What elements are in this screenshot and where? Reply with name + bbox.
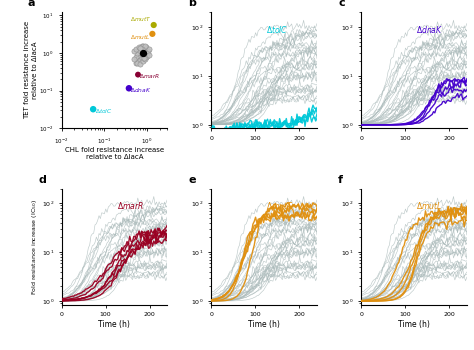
Point <box>137 50 144 56</box>
Point <box>130 56 138 62</box>
Point <box>138 47 146 52</box>
Point <box>140 49 147 55</box>
Point <box>144 49 152 54</box>
Point <box>148 31 156 37</box>
Point <box>139 58 146 64</box>
Point <box>140 55 147 61</box>
Text: f: f <box>338 175 343 185</box>
Point <box>137 57 144 63</box>
Text: $\it{\Delta tolC}$: $\it{\Delta tolC}$ <box>95 107 113 115</box>
Point <box>135 44 143 50</box>
Point <box>132 60 139 65</box>
Point <box>138 48 146 54</box>
Point <box>139 50 146 56</box>
Point <box>141 43 149 49</box>
Point <box>130 49 138 54</box>
Text: $\it{\Delta marR}$: $\it{\Delta marR}$ <box>139 72 160 80</box>
Point <box>142 44 150 50</box>
Point <box>137 62 144 67</box>
Point <box>139 43 146 49</box>
Text: $\it{\Delta dnaK}$: $\it{\Delta dnaK}$ <box>416 24 443 35</box>
Point <box>134 72 142 77</box>
Point <box>141 47 149 53</box>
Point <box>132 46 139 51</box>
Y-axis label: TET fold resistance increase
relative to ΔlacA: TET fold resistance increase relative to… <box>25 21 37 119</box>
Text: $\it{\Delta dnaK}$: $\it{\Delta dnaK}$ <box>130 86 151 94</box>
Y-axis label: Fold resistance increase (IC$_{50}$): Fold resistance increase (IC$_{50}$) <box>30 198 39 294</box>
Text: $\it{\Delta mutL}$: $\it{\Delta mutL}$ <box>416 200 443 211</box>
Point <box>125 85 133 91</box>
Text: $\it{\Delta mutT}$: $\it{\Delta mutT}$ <box>266 200 294 211</box>
Point <box>134 56 141 62</box>
X-axis label: CHL fold resistance increase
relative to ΔlacA: CHL fold resistance increase relative to… <box>65 147 164 160</box>
Point <box>134 50 141 56</box>
Point <box>143 50 151 56</box>
Text: e: e <box>188 175 196 185</box>
Point <box>146 52 153 57</box>
Point <box>138 43 146 49</box>
Point <box>90 106 97 112</box>
Point <box>139 52 146 57</box>
Point <box>141 56 149 62</box>
Point <box>143 53 151 58</box>
Text: d: d <box>38 175 46 185</box>
Text: c: c <box>338 0 345 8</box>
Point <box>142 54 150 60</box>
Point <box>135 53 143 58</box>
Point <box>132 54 139 60</box>
X-axis label: Time (h): Time (h) <box>99 320 130 329</box>
Point <box>145 46 152 51</box>
Text: $\it{\Delta mutT}$: $\it{\Delta mutT}$ <box>130 15 152 23</box>
Point <box>138 55 146 61</box>
Text: $\it{\Delta tolC}$: $\it{\Delta tolC}$ <box>266 24 289 35</box>
Point <box>150 22 157 28</box>
Text: b: b <box>188 0 196 8</box>
Text: $\it{\Delta marR}$: $\it{\Delta marR}$ <box>117 200 144 211</box>
X-axis label: Time (h): Time (h) <box>248 320 280 329</box>
Point <box>134 60 141 65</box>
Text: $\it{\Delta mutL}$: $\it{\Delta mutL}$ <box>130 33 151 41</box>
Text: a: a <box>28 0 36 8</box>
X-axis label: Time (h): Time (h) <box>398 320 430 329</box>
Point <box>137 45 144 51</box>
Point <box>140 46 147 51</box>
Point <box>135 47 143 53</box>
